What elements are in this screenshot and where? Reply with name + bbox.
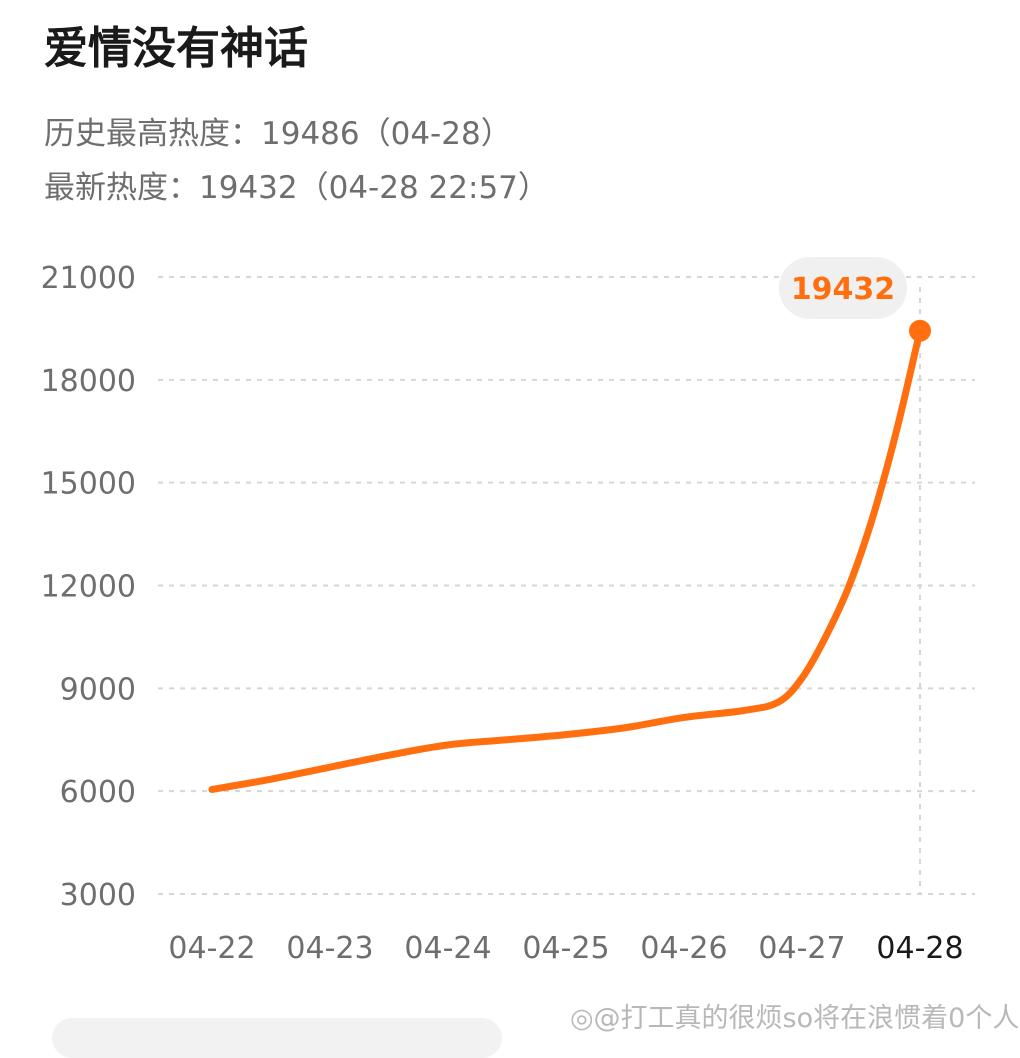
page-title: 爱情没有神话 xyxy=(44,23,308,74)
x-tick-label-04-24: 04-24 xyxy=(404,931,491,966)
x-tick-label-04-26: 04-26 xyxy=(640,931,727,966)
history-peak-text: 历史最高热度：19486（04-28） xyxy=(44,116,512,152)
x-tick-label-04-25: 04-25 xyxy=(522,931,609,966)
highlight-label-text: 19432 xyxy=(791,272,895,307)
x-tick-label-04-23: 04-23 xyxy=(286,931,373,966)
heat-trend-chart: 3000 6000 9000 12000 15000 18000 21000 04-22 04-… xyxy=(41,257,975,966)
highlight-label-pill xyxy=(779,257,907,319)
y-tick-label-3000: 3000 xyxy=(60,878,136,913)
x-tick-label-04-28: 04-28 xyxy=(876,931,963,966)
latest-heat-text: 最新热度：19432（04-28 22:57） xyxy=(44,170,549,206)
bottom-bar[interactable] xyxy=(52,1018,502,1058)
y-tick-label-12000: 12000 xyxy=(41,570,136,605)
end-point-dot xyxy=(909,319,931,342)
y-tick-label-15000: 15000 xyxy=(41,467,136,502)
y-tick-label-21000: 21000 xyxy=(41,261,136,296)
series-line xyxy=(208,327,924,793)
x-tick-label-04-27: 04-27 xyxy=(758,931,845,966)
watermark: ◎@打工真的很烦so将在浪惯着0个人 xyxy=(570,1003,1020,1034)
y-tick-label-9000: 9000 xyxy=(60,672,136,707)
x-tick-label-04-22: 04-22 xyxy=(168,931,255,966)
y-tick-label-18000: 18000 xyxy=(41,364,136,399)
y-tick-label-6000: 6000 xyxy=(60,775,136,810)
